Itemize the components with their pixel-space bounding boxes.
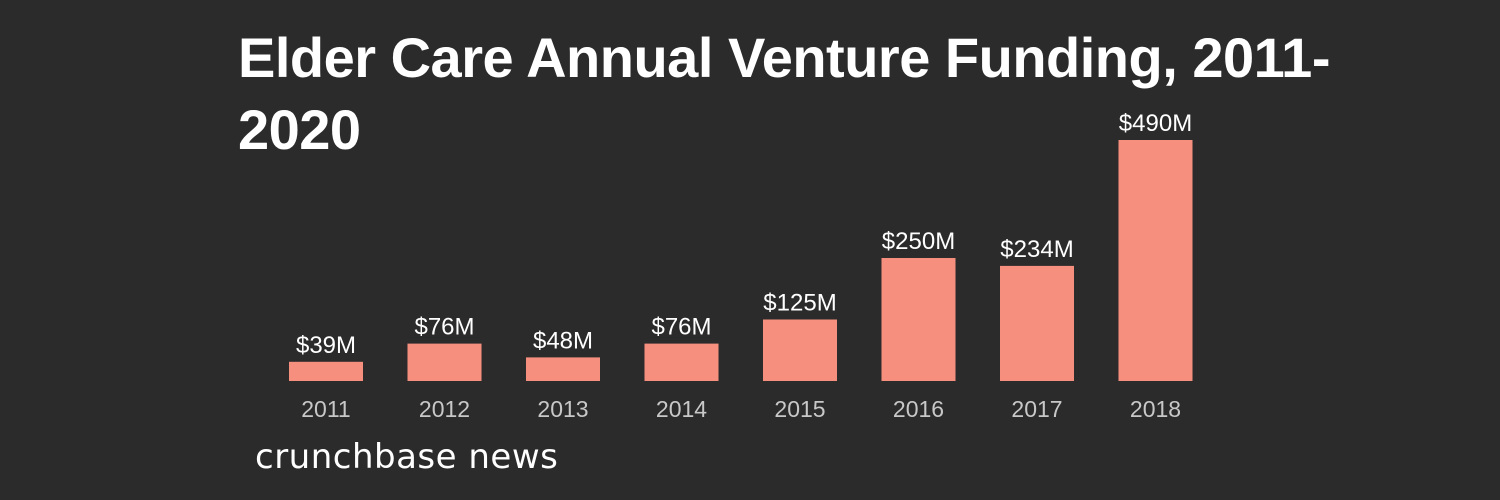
x-tick-label-2015: 2015 [774, 396, 825, 422]
data-label-2015: $125M [763, 290, 836, 317]
x-tick-label-2018: 2018 [1130, 396, 1181, 422]
bar-2013 [526, 357, 600, 381]
data-label-2016: $250M [882, 228, 955, 255]
x-tick-label-2013: 2013 [537, 396, 588, 422]
bar-2017 [1000, 265, 1074, 381]
bar-2018 [1118, 140, 1193, 381]
data-label-2011: $39M [296, 332, 356, 359]
bar-2014 [644, 343, 719, 381]
x-tick-label-2012: 2012 [419, 396, 470, 422]
data-label-2012: $76M [414, 314, 474, 341]
chart-title: Elder Care Annual Venture Funding, 2011-… [238, 26, 1330, 161]
x-tick-label-2011: 2011 [301, 396, 350, 422]
data-label-2017: $234M [1000, 236, 1073, 263]
x-tick-label-2014: 2014 [656, 396, 707, 422]
bar-2015 [763, 319, 837, 381]
bar-2012 [407, 343, 482, 381]
x-tick-label-2017: 2017 [1011, 396, 1062, 422]
bar-2016 [881, 258, 956, 381]
data-label-2014: $76M [651, 314, 711, 341]
bar-2011 [289, 361, 363, 381]
data-label-2018: $490M [1119, 110, 1192, 137]
data-label-2013: $48M [533, 327, 593, 354]
crunchbase-news-logo: crunchbase news [255, 437, 559, 477]
x-tick-label-2016: 2016 [893, 396, 944, 422]
